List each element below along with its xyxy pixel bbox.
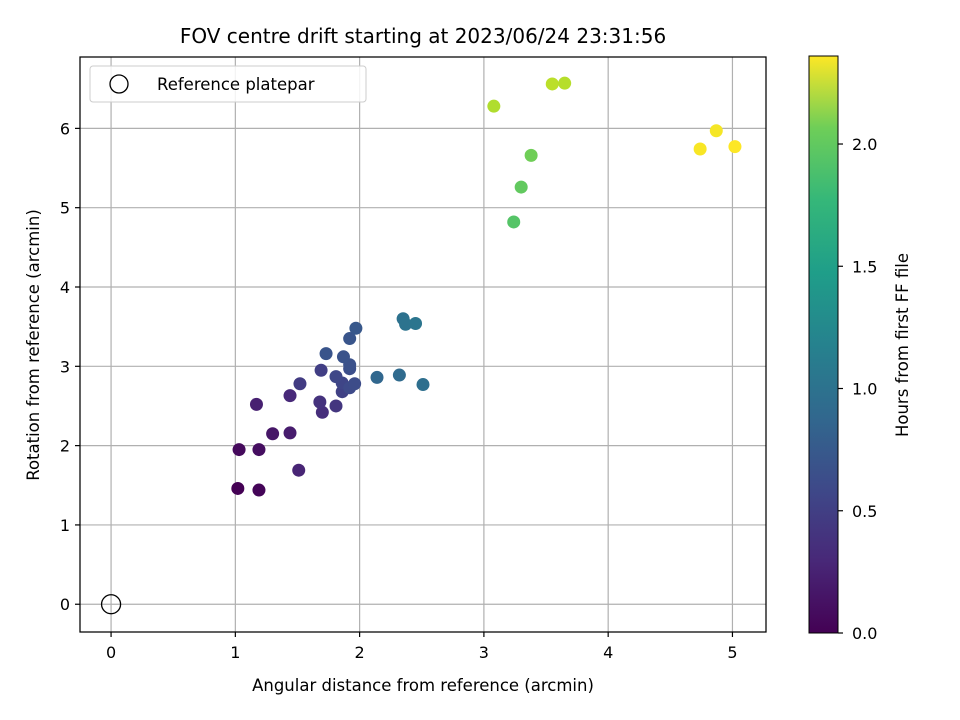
data-point bbox=[392, 368, 406, 382]
data-point bbox=[709, 124, 723, 138]
data-point bbox=[693, 142, 707, 156]
y-axis-ticks: 0 1 2 3 4 5 6 bbox=[60, 119, 80, 614]
x-axis-ticks: 0 1 2 3 4 5 bbox=[106, 632, 738, 662]
colorbar-tick-label: 0.5 bbox=[852, 502, 877, 521]
y-tick-label: 6 bbox=[60, 119, 70, 138]
legend-marker-icon bbox=[109, 74, 129, 94]
data-point bbox=[231, 481, 245, 495]
data-point bbox=[409, 316, 423, 330]
y-tick-label: 4 bbox=[60, 278, 70, 297]
colorbar-tick-label: 2.0 bbox=[852, 135, 877, 154]
data-point bbox=[728, 140, 742, 154]
data-point bbox=[252, 483, 266, 497]
data-point bbox=[313, 395, 327, 409]
colorbar-ticks: 0.0 0.5 1.0 1.5 2.0 bbox=[838, 135, 877, 643]
legend: Reference platepar bbox=[89, 65, 367, 103]
data-point bbox=[558, 76, 572, 90]
colorbar-title: Hours from first FF file bbox=[893, 253, 912, 437]
x-tick-label: 0 bbox=[106, 643, 116, 662]
data-point bbox=[292, 463, 306, 477]
data-point bbox=[315, 405, 329, 419]
x-tick-label: 1 bbox=[230, 643, 240, 662]
data-point bbox=[524, 148, 538, 162]
data-point bbox=[329, 399, 343, 413]
reference-marker-layer bbox=[100, 594, 122, 615]
reference-platepar-point bbox=[100, 594, 122, 615]
data-point bbox=[514, 180, 528, 194]
colorbar bbox=[808, 55, 839, 634]
x-tick-label: 4 bbox=[603, 643, 613, 662]
data-point bbox=[348, 377, 362, 391]
legend-box bbox=[89, 65, 367, 103]
data-point bbox=[349, 321, 363, 335]
colorbar-tick-label: 1.0 bbox=[852, 380, 877, 399]
data-point bbox=[314, 363, 328, 377]
data-point bbox=[507, 215, 521, 229]
y-tick-label: 2 bbox=[60, 437, 70, 456]
x-tick-label: 2 bbox=[355, 643, 365, 662]
x-tick-label: 3 bbox=[479, 643, 489, 662]
grid-lines bbox=[80, 57, 766, 632]
y-tick-label: 0 bbox=[60, 595, 70, 614]
data-point bbox=[319, 347, 333, 361]
x-tick-label: 5 bbox=[727, 643, 737, 662]
colorbar-tick-label: 0.0 bbox=[852, 624, 877, 643]
y-tick-label: 1 bbox=[60, 516, 70, 535]
chart-title: FOV centre drift starting at 2023/06/24 … bbox=[180, 24, 666, 48]
y-axis-title: Rotation from reference (arcmin) bbox=[24, 209, 43, 481]
data-point bbox=[283, 426, 297, 440]
data-point bbox=[416, 378, 430, 392]
legend-label: Reference platepar bbox=[157, 75, 315, 94]
data-point bbox=[266, 427, 280, 441]
data-point bbox=[399, 317, 413, 331]
data-point bbox=[293, 377, 307, 391]
data-point bbox=[232, 443, 246, 457]
plot-frame bbox=[79, 56, 767, 633]
data-point bbox=[336, 350, 350, 364]
data-point bbox=[370, 370, 384, 384]
data-point bbox=[283, 389, 297, 403]
data-points bbox=[231, 76, 742, 497]
data-point bbox=[249, 397, 263, 411]
data-point bbox=[545, 77, 559, 91]
colorbar-tick-label: 1.5 bbox=[852, 257, 877, 276]
data-point bbox=[252, 443, 266, 457]
y-tick-label: 5 bbox=[60, 199, 70, 218]
data-point bbox=[343, 332, 357, 346]
data-point bbox=[487, 99, 501, 113]
data-point bbox=[329, 370, 343, 384]
y-tick-label: 3 bbox=[60, 357, 70, 376]
x-axis-title: Angular distance from reference (arcmin) bbox=[252, 676, 594, 695]
